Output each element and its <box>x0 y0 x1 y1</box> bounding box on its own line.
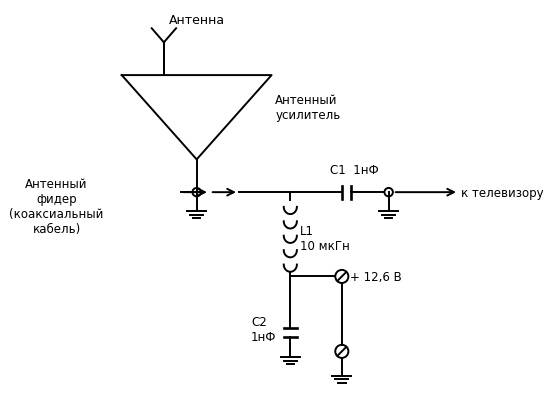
Text: Антенный
фидер
(коаксиальный
кабель): Антенный фидер (коаксиальный кабель) <box>9 178 104 236</box>
Text: L1
10 мкГн: L1 10 мкГн <box>300 225 349 253</box>
Text: С2
1нФ: С2 1нФ <box>251 316 277 344</box>
Text: Антенный
усилитель: Антенный усилитель <box>275 94 341 122</box>
Text: к телевизору: к телевизору <box>461 187 543 199</box>
Text: С1  1нФ: С1 1нФ <box>330 164 379 177</box>
Text: Антенна: Антенна <box>168 14 225 27</box>
Text: + 12,6 В: + 12,6 В <box>351 271 402 284</box>
